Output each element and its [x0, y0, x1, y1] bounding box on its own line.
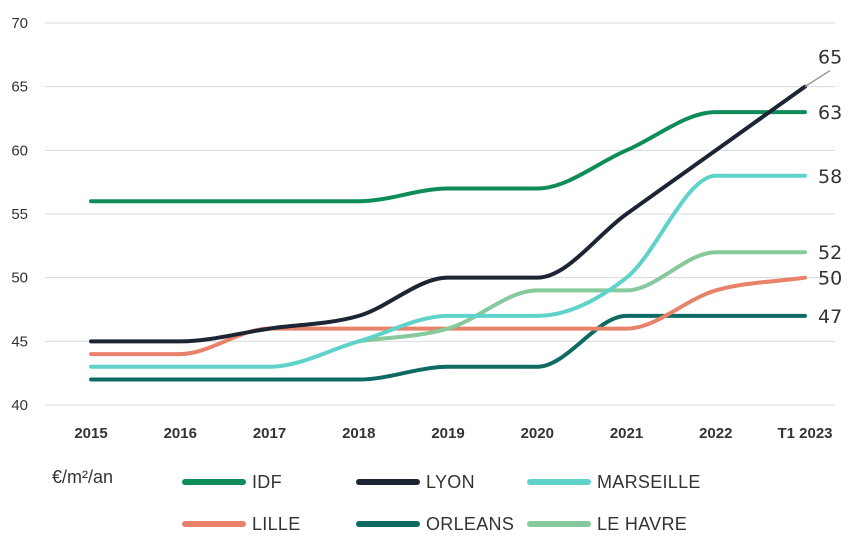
- x-tick-label: 2021: [610, 425, 643, 442]
- y-tick-label: 70: [11, 15, 28, 32]
- legend-item-marseille: MARSEILLE: [527, 470, 701, 494]
- legend-item-le-havre: LE HAVRE: [527, 512, 687, 536]
- end-labels: 63 65 58 50 47 52: [804, 47, 842, 328]
- legend-swatch: [527, 479, 591, 485]
- y-tick-label: 40: [11, 397, 28, 414]
- legend-label-le-havre: LE HAVRE: [597, 513, 688, 534]
- x-tick-label: 2019: [431, 425, 464, 442]
- end-label-le-havre: 52: [818, 242, 842, 264]
- y-tick-label: 50: [11, 270, 28, 287]
- grid-lines: [45, 22, 835, 406]
- y-tick-label: 60: [11, 142, 28, 159]
- end-label-lyon: 65: [818, 47, 842, 69]
- series-line-lyon: [89, 84, 807, 344]
- end-label-orleans: 47: [818, 306, 842, 328]
- y-tick-label: 45: [11, 333, 28, 350]
- y-axis-ticks: 40 45 50 55 60 65 70: [11, 15, 28, 414]
- legend-label-marseille: MARSEILLE: [597, 471, 701, 492]
- legend-item-idf: IDF: [182, 470, 282, 494]
- legend-item-lyon: LYON: [356, 470, 475, 494]
- legend-swatch: [356, 521, 420, 527]
- end-label-idf: 63: [818, 102, 842, 124]
- legend-label-orleans: ORLEANS: [426, 513, 515, 534]
- x-tick-label: 2015: [74, 425, 107, 442]
- legend-swatch: [527, 521, 591, 527]
- legend-item-lille: LILLE: [182, 512, 301, 536]
- x-tick-label: 2017: [253, 425, 286, 442]
- x-axis-ticks: 2015 2016 2017 2018 2019 2020 2021 2022 T1 2023: [74, 425, 832, 442]
- series-line-marseille: [89, 173, 807, 369]
- legend-label-lyon: LYON: [426, 471, 475, 492]
- x-tick-label: 2016: [164, 425, 197, 442]
- y-tick-label: 65: [11, 79, 28, 96]
- series-line-idf: [89, 110, 807, 204]
- x-tick-label: 2020: [521, 425, 554, 442]
- legend-swatch: [182, 521, 246, 527]
- series-line-le-havre: [356, 250, 807, 344]
- y-tick-label: 55: [11, 206, 28, 223]
- leader-line: [804, 70, 831, 88]
- x-tick-label: 2018: [342, 425, 375, 442]
- unit-label: €/m²/an: [52, 467, 114, 487]
- x-tick-label: T1 2023: [777, 425, 832, 442]
- series-line-orleans: [89, 313, 807, 382]
- legend-swatch: [182, 479, 246, 485]
- end-label-lille: 50: [818, 268, 842, 290]
- x-tick-label: 2022: [699, 425, 732, 442]
- legend-label-idf: IDF: [252, 471, 282, 492]
- legend-swatch: [356, 479, 420, 485]
- end-label-marseille: 58: [818, 166, 842, 188]
- legend-label-lille: LILLE: [252, 513, 301, 534]
- series-lines: [89, 84, 807, 382]
- legend-item-orleans: ORLEANS: [356, 512, 514, 536]
